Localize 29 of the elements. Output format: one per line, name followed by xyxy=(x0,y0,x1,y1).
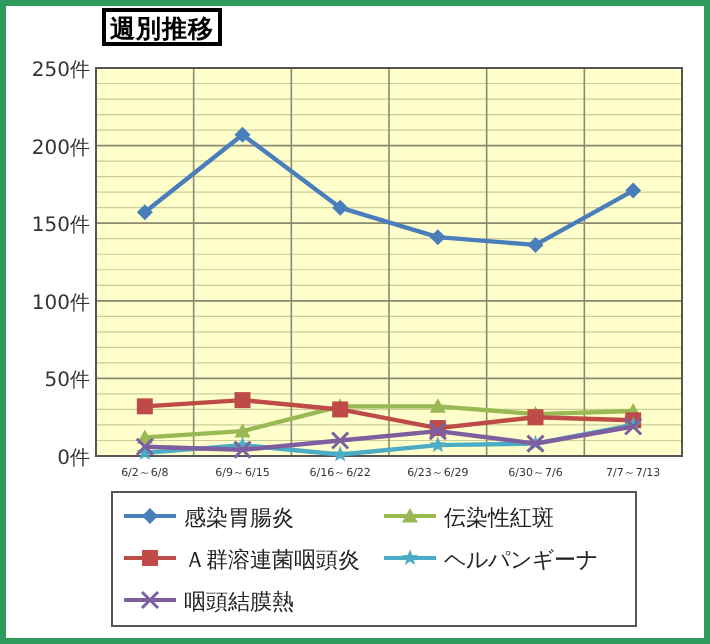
point xyxy=(429,229,446,246)
point xyxy=(332,199,349,216)
point xyxy=(234,423,251,438)
point xyxy=(429,398,446,413)
point xyxy=(331,445,349,462)
point xyxy=(234,126,251,143)
y-tick-label: 250件 xyxy=(31,60,90,82)
point xyxy=(136,204,153,221)
point xyxy=(527,409,544,426)
y-tick-label: 0件 xyxy=(57,448,90,470)
y-tick-label: 100件 xyxy=(31,292,90,315)
y-tick-label: 50件 xyxy=(44,370,90,393)
y-tick-label: 150件 xyxy=(31,215,90,238)
legend-label: 伝染性紅斑 xyxy=(444,505,554,531)
legend-label: Ａ群溶連菌咽頭炎 xyxy=(184,547,360,573)
point xyxy=(233,440,252,460)
chart-title: 週別推移 xyxy=(108,13,214,43)
point xyxy=(429,436,447,453)
y-tick-label: 200件 xyxy=(31,137,90,160)
legend-label: 咽頭結膜熱 xyxy=(184,589,294,615)
point xyxy=(332,401,349,418)
point xyxy=(625,182,642,199)
point xyxy=(527,236,544,253)
point xyxy=(330,430,350,450)
point xyxy=(234,392,251,409)
point xyxy=(135,437,155,457)
legend-label: ヘルパンギーナ xyxy=(444,547,598,573)
legend-label: 感染胃腸炎 xyxy=(184,505,294,531)
point xyxy=(136,398,153,415)
